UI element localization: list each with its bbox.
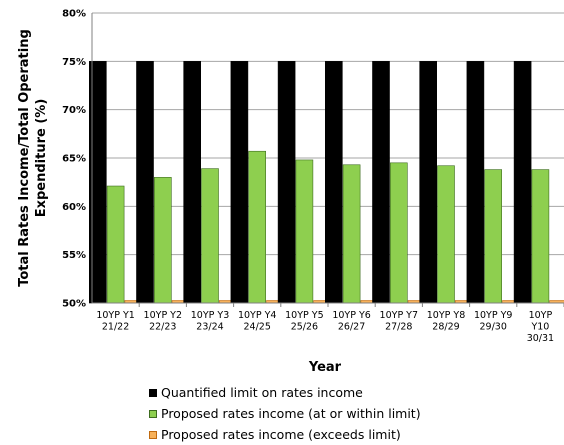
legend-label-limit: Quantified limit on rates income [161,385,363,400]
x-tick-label: 10YP Y2 22/23 [144,310,183,333]
bar-limit [277,61,296,304]
legend-item-within: Proposed rates income (at or within limi… [149,403,421,424]
bar-within [484,169,503,304]
bar-within [295,159,314,304]
bar-within [201,168,219,304]
y-axis-title: Total Rates Income/Total Operating Expend… [17,29,49,287]
bar-limit [324,61,343,304]
legend-swatch-within [149,409,157,418]
x-tick-label: 10YP Y10 30/31 [527,310,554,344]
x-axis-title: Year [308,360,342,375]
bar-limit [230,61,249,304]
legend-item-exceeds: Proposed rates income (exceeds limit) [149,424,421,445]
y-tick-label: 50% [62,299,86,310]
bar-limit [419,61,438,304]
bar-within [248,150,266,304]
bar-limit [466,61,485,304]
legend: Quantified limit on rates income Propose… [149,382,421,445]
y-tick-label: 70% [62,105,86,116]
legend-item-limit: Quantified limit on rates income [149,382,421,403]
y-tick-label: 65% [62,154,86,165]
x-tick-label: 10YP Y7 27/28 [380,310,419,333]
y-tick-label: 60% [62,202,86,213]
legend-label-within: Proposed rates income (at or within limi… [161,406,421,421]
legend-swatch-limit [149,388,157,397]
x-tick-label: 10YP Y4 24/25 [238,310,277,333]
x-tick-label: 10YP Y6 26/27 [332,310,371,333]
y-tick-label: 75% [62,57,86,68]
x-tick-label: 10YP Y5 25/26 [285,310,324,333]
bar-within [437,165,455,304]
x-tick-label: 10YP Y3 23/24 [191,310,230,333]
axes: 50% 55% 60% 65% 70% 75% 80% 10YP Y1 21/22 10YP Y2… [62,9,564,344]
bars [89,61,564,304]
bar-within [106,185,125,304]
bar-limit [513,61,532,304]
x-tick-label: 10YP Y9 29/30 [474,310,513,333]
y-tick-label: 55% [62,250,86,261]
bar-within [531,169,550,304]
x-tick-label: 10YP Y8 28/29 [427,310,466,333]
bar-limit [372,61,390,304]
bar-limit [136,61,154,304]
legend-swatch-exceeds [149,430,157,439]
x-tick-label: 10YP Y1 21/22 [96,310,135,333]
y-tick-label: 80% [62,9,86,20]
bar-within [389,162,408,304]
bar-limit [183,61,201,304]
bar-within [342,164,361,304]
bar-within [154,177,172,304]
legend-label-exceeds: Proposed rates income (exceeds limit) [161,427,401,442]
